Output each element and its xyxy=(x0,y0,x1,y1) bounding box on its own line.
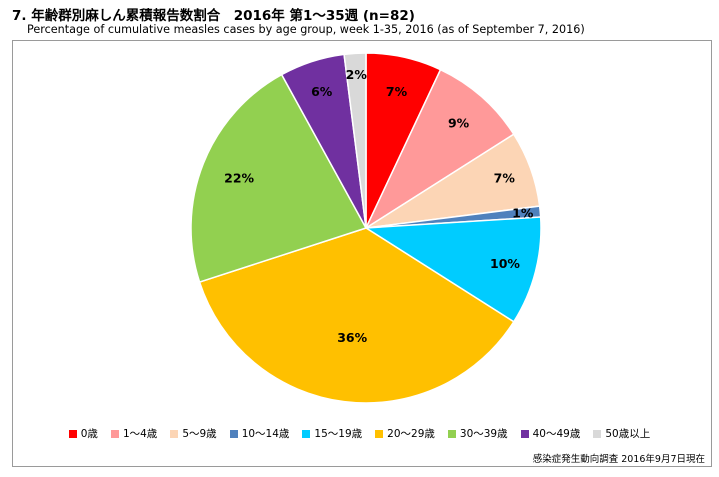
legend-item: 1～4歳 xyxy=(110,426,158,441)
legend-label: 10～14歳 xyxy=(241,428,290,440)
legend-swatch xyxy=(229,429,238,438)
pie-slice-9 xyxy=(343,52,367,229)
legend-swatch xyxy=(447,429,456,438)
legend-swatch xyxy=(593,429,602,438)
pie-slice-2 xyxy=(364,68,515,231)
legend-swatch xyxy=(110,429,119,438)
legend-swatch xyxy=(302,429,311,438)
slice-data-label: 36% xyxy=(337,330,367,345)
legend-label: 1～4歳 xyxy=(122,428,158,440)
legend-item: 5～9歳 xyxy=(170,426,217,441)
legend-item: 30～39歳 xyxy=(447,426,508,441)
legend-label: 0歳 xyxy=(80,428,98,440)
slice-data-label: 6% xyxy=(311,84,333,99)
slice-data-label: 1% xyxy=(512,206,534,221)
pie-slice-6 xyxy=(198,227,515,404)
chart-frame xyxy=(12,40,712,467)
legend-label: 30～39歳 xyxy=(459,428,508,440)
slice-data-label: 10% xyxy=(490,256,520,271)
legend-item: 10～14歳 xyxy=(229,426,290,441)
slice-data-label: 9% xyxy=(448,116,470,131)
legend-item: 0歳 xyxy=(68,426,98,441)
legend-label: 15～19歳 xyxy=(314,428,363,440)
slice-data-label: 22% xyxy=(224,170,254,185)
legend-item: 15～19歳 xyxy=(302,426,362,441)
slice-data-label: 7% xyxy=(494,171,516,186)
legend-label: 5～9歳 xyxy=(182,428,217,440)
source-note: 感染症発生動向調査 2016年9月7日現在 xyxy=(532,454,705,465)
chart-subtitle: Percentage of cumulative measles cases b… xyxy=(27,23,585,36)
legend-swatch xyxy=(170,429,179,438)
legend-swatch xyxy=(520,429,529,438)
pie-slice-7 xyxy=(190,73,368,284)
legend-label: 20～29歳 xyxy=(387,428,435,440)
slice-data-label: 7% xyxy=(386,84,408,99)
legend-item: 40～49歳 xyxy=(520,426,581,441)
chart-title: 7. 年齢群別麻しん累積報告数割合 2016年 第1～35週 (n=82) xyxy=(12,8,415,24)
legend-item: 50歳以上 xyxy=(593,426,650,441)
slice-data-label: 2% xyxy=(346,67,368,82)
legend-item: 20～29歳 xyxy=(375,426,435,441)
legend-swatch xyxy=(68,429,77,438)
legend: 0歳 1～4歳 5～9歳 10～14歳 15～19歳 20～29歳 30～39歳 40～49歳… xyxy=(0,426,719,441)
legend-swatch xyxy=(375,429,384,438)
pie-slice-5 xyxy=(363,216,542,323)
legend-label: 50歳以上 xyxy=(605,428,651,440)
legend-label: 40～49歳 xyxy=(532,428,581,440)
